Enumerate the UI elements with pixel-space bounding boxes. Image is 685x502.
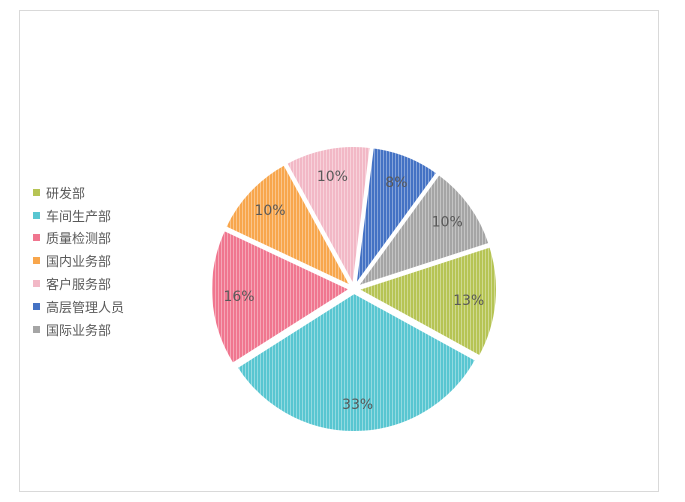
chart-legend: 研发部车间生产部质量检测部国内业务部客户服务部高层管理人员 国际业务部 bbox=[33, 181, 124, 341]
pie-slice bbox=[354, 146, 439, 286]
legend-swatch bbox=[33, 257, 40, 265]
pie-slice-label: 10% bbox=[254, 203, 285, 219]
legend-item: 国际业务部 bbox=[33, 318, 124, 341]
legend-item: 质量检测部 bbox=[33, 227, 124, 250]
legend-label: 高层管理人员 bbox=[46, 300, 125, 316]
legend-label: 质量检测部 bbox=[46, 232, 112, 248]
pie-slice-label: 33% bbox=[342, 397, 373, 413]
pie-slice bbox=[235, 291, 478, 433]
pie-slice-label: 13% bbox=[453, 293, 484, 309]
pie-slice bbox=[355, 245, 498, 358]
legend-item: 研发部 bbox=[33, 181, 124, 204]
pie-slice bbox=[284, 145, 372, 289]
legend-label: 客户服务部 bbox=[46, 278, 112, 294]
legend-label: 车间生产部 bbox=[46, 209, 112, 225]
legend-label: 国际业务部 bbox=[46, 323, 112, 339]
pie-slice bbox=[354, 172, 491, 289]
pie-slice bbox=[223, 163, 354, 289]
legend-label: 国内业务部 bbox=[46, 255, 112, 271]
legend-swatch bbox=[33, 234, 40, 242]
pie-slice-label: 8% bbox=[385, 175, 407, 191]
legend-item: 国内业务部 bbox=[33, 249, 124, 272]
legend-item: 车间生产部 bbox=[33, 204, 124, 227]
legend-item: 高层管理人员 bbox=[33, 295, 124, 318]
pie-slice bbox=[210, 228, 353, 366]
legend-swatch bbox=[33, 211, 40, 219]
pie-slice-label: 10% bbox=[317, 169, 348, 185]
legend-swatch bbox=[33, 188, 40, 196]
legend-swatch bbox=[33, 325, 40, 333]
pie-slice-label: 16% bbox=[223, 289, 254, 305]
legend-swatch bbox=[33, 302, 40, 310]
legend-label: 研发部 bbox=[46, 186, 86, 202]
pie-slice-label: 10% bbox=[432, 214, 463, 230]
legend-swatch bbox=[33, 280, 40, 288]
legend-item: 客户服务部 bbox=[33, 272, 124, 295]
